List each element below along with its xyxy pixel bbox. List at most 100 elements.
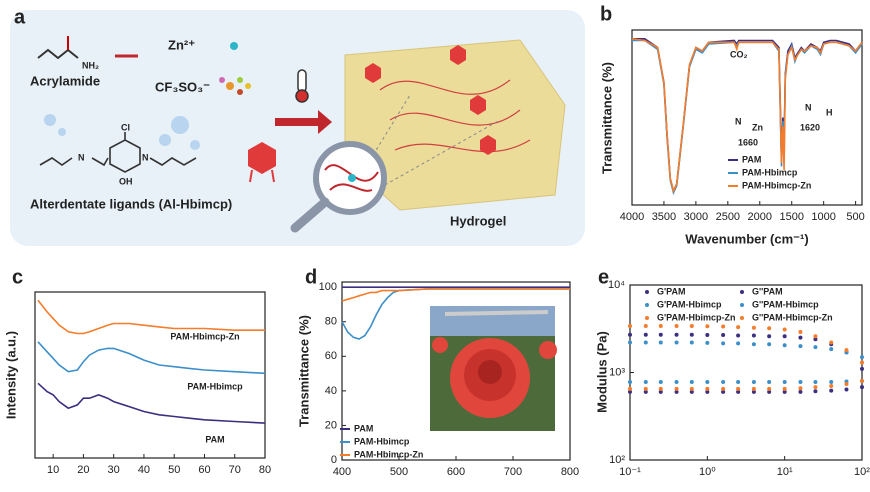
zoom-chains — [324, 164, 379, 192]
point — [798, 344, 803, 349]
plot-frame — [34, 291, 266, 459]
point — [736, 325, 741, 330]
crosslinkers — [365, 45, 496, 155]
ligand-icon — [248, 142, 276, 183]
cl: Cl — [121, 122, 130, 132]
bubbles — [44, 114, 200, 150]
x-tick-label: 2000 — [748, 211, 772, 223]
plot-frame — [631, 29, 863, 206]
magnifier-handle — [290, 197, 330, 233]
annotation: N — [735, 116, 742, 126]
point — [751, 386, 756, 391]
point — [829, 384, 834, 389]
point — [813, 345, 818, 350]
ligand-label: Alterdentate ligands (Al-Hbimcp) — [30, 196, 232, 211]
point — [829, 388, 834, 393]
rose-small — [432, 337, 448, 353]
point — [829, 379, 834, 384]
point — [798, 330, 803, 335]
point — [782, 343, 787, 348]
series-label: PAM-Hbimcp — [187, 381, 243, 391]
x-tick-label: 20 — [77, 464, 89, 476]
point — [751, 379, 756, 384]
point — [767, 342, 772, 347]
point — [643, 323, 648, 328]
point — [674, 340, 679, 345]
legend-label: PAM — [742, 154, 761, 164]
point — [860, 378, 864, 383]
y-tick-label: 60 — [325, 350, 337, 362]
zoom-line — [384, 119, 501, 186]
x-tick-label: 10⁰ — [699, 466, 716, 478]
annotation: 1660 — [738, 137, 758, 147]
series-line — [341, 288, 570, 302]
tweezers — [444, 310, 549, 316]
zoom-line — [369, 94, 411, 161]
legend-swatch — [740, 303, 744, 307]
x-tick-label: 30 — [108, 464, 120, 476]
point — [767, 379, 772, 384]
point — [674, 323, 679, 328]
panel-label: d — [305, 266, 317, 288]
point — [844, 381, 849, 386]
panel-label: b — [600, 3, 612, 25]
y-axis-title: Transmittance (%) — [599, 62, 614, 174]
legend-label: PAM-Hbimcp-Zn — [742, 180, 811, 190]
point — [658, 386, 663, 391]
point — [782, 386, 787, 391]
series-line — [37, 299, 265, 335]
photo-inset — [430, 306, 557, 431]
point — [658, 323, 663, 328]
point — [643, 332, 648, 337]
x-tick-label: 10⁻¹ — [619, 466, 641, 478]
n: N — [78, 152, 85, 162]
point — [705, 386, 710, 391]
panel-label: e — [598, 266, 609, 288]
point — [860, 385, 864, 390]
legend-label: PAM-Hbimcp — [354, 436, 410, 446]
point — [721, 324, 726, 329]
y-tick-label: 10⁴ — [608, 279, 625, 291]
annotation: H — [826, 107, 833, 117]
oh: OH — [119, 176, 133, 186]
y-tick-label: 80 — [325, 316, 337, 328]
point — [860, 360, 864, 365]
point — [689, 379, 694, 384]
point — [798, 335, 803, 340]
y-tick-label: 40 — [325, 385, 337, 397]
point — [705, 389, 710, 394]
series-label: PAM-Hbimcp-Zn — [170, 331, 239, 341]
point — [767, 326, 772, 331]
point — [658, 379, 663, 384]
legend-swatch — [740, 290, 744, 294]
point — [721, 333, 726, 338]
rose-small — [539, 341, 557, 359]
point — [689, 332, 694, 337]
point — [705, 379, 710, 384]
triflate-icon — [219, 77, 251, 95]
point — [689, 340, 694, 345]
n: N — [142, 152, 149, 162]
annotation: CO₂ — [730, 49, 748, 59]
ligand-chain — [39, 157, 197, 167]
annotation: Zn — [752, 122, 763, 132]
point — [829, 347, 834, 352]
x-tick-label: 1000 — [811, 211, 835, 223]
point — [813, 379, 818, 384]
point — [829, 340, 834, 345]
zn-label: Zn²⁺ — [168, 37, 195, 52]
point — [689, 386, 694, 391]
y-tick-label: 10² — [609, 454, 625, 466]
x-tick-label: 400 — [333, 466, 351, 478]
series-line — [37, 341, 266, 375]
point — [658, 332, 663, 337]
point — [705, 340, 710, 345]
point — [782, 334, 787, 339]
legend-label: G'PAM — [657, 286, 685, 296]
legend-label: G''PAM — [752, 286, 783, 296]
point — [628, 386, 632, 391]
point — [628, 340, 632, 345]
point — [689, 389, 694, 394]
point — [643, 386, 648, 391]
